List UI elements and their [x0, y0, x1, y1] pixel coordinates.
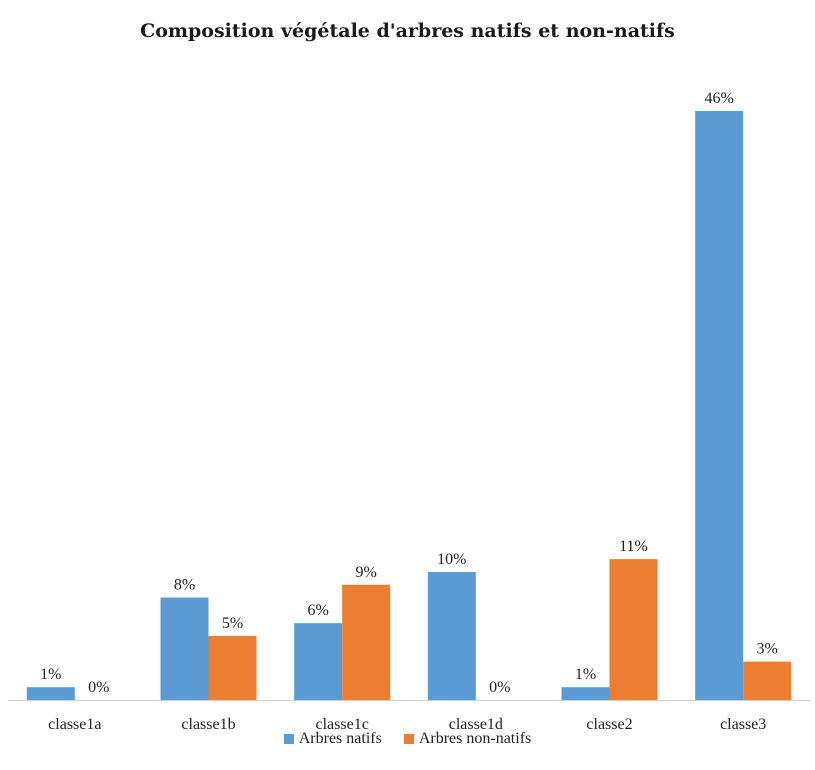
data-label-non-natifs-classe1a: 0%: [88, 679, 109, 696]
bar-non-natifs-classe1c: [342, 584, 391, 700]
legend-swatch-natifs: [283, 734, 294, 744]
bar-natifs-classe1c: [294, 623, 343, 700]
x-tick-label-classe3: classe3: [720, 716, 766, 730]
x-tick-label-classe2: classe2: [586, 716, 632, 730]
data-label-non-natifs-classe3: 3%: [757, 641, 778, 658]
legend-item-non-natifs: Arbres non-natifs: [403, 730, 532, 748]
data-label-natifs-classe1b: 8%: [174, 577, 195, 594]
legend-item-natifs: Arbres natifs: [283, 730, 382, 748]
x-tick-label-classe1c: classe1c: [316, 716, 369, 730]
bar-non-natifs-classe3: [743, 661, 792, 700]
data-label-non-natifs-classe2: 11%: [619, 538, 648, 555]
x-tick-label-classe1a: classe1a: [48, 716, 101, 730]
data-label-natifs-classe1c: 6%: [308, 602, 329, 619]
chart-title: Composition végétale d'arbres natifs et …: [140, 20, 675, 42]
bar-natifs-classe1b: [160, 597, 209, 700]
legend-swatch-non-natifs: [403, 734, 414, 744]
data-label-natifs-classe1a: 1%: [40, 666, 61, 683]
legend-label-natifs: Arbres natifs: [298, 730, 382, 747]
bar-natifs-classe1a: [26, 687, 75, 700]
bar-natifs-classe3: [695, 111, 744, 700]
bar-non-natifs-classe1b: [208, 635, 257, 700]
x-tick-label-classe1d: classe1d: [449, 716, 503, 730]
bar-non-natifs-classe2: [609, 559, 658, 700]
legend-label-non-natifs: Arbres non-natifs: [418, 730, 532, 747]
bar-natifs-classe1d: [427, 571, 476, 700]
bar-chart: 1% 0% classe1a 8% 5% classe1b 6% 9% classe1c 10% 0…: [8, 90, 810, 730]
data-label-natifs-classe3: 46%: [705, 90, 734, 107]
legend: Arbres natifs Arbres non-natifs: [0, 730, 815, 748]
data-label-natifs-classe2: 1%: [575, 666, 596, 683]
bar-natifs-classe2: [561, 687, 610, 700]
data-label-natifs-classe1d: 10%: [437, 551, 466, 568]
data-label-non-natifs-classe1d: 0%: [489, 679, 510, 696]
data-label-non-natifs-classe1c: 9%: [356, 564, 377, 581]
x-tick-label-classe1b: classe1b: [181, 716, 235, 730]
data-label-non-natifs-classe1b: 5%: [222, 615, 243, 632]
